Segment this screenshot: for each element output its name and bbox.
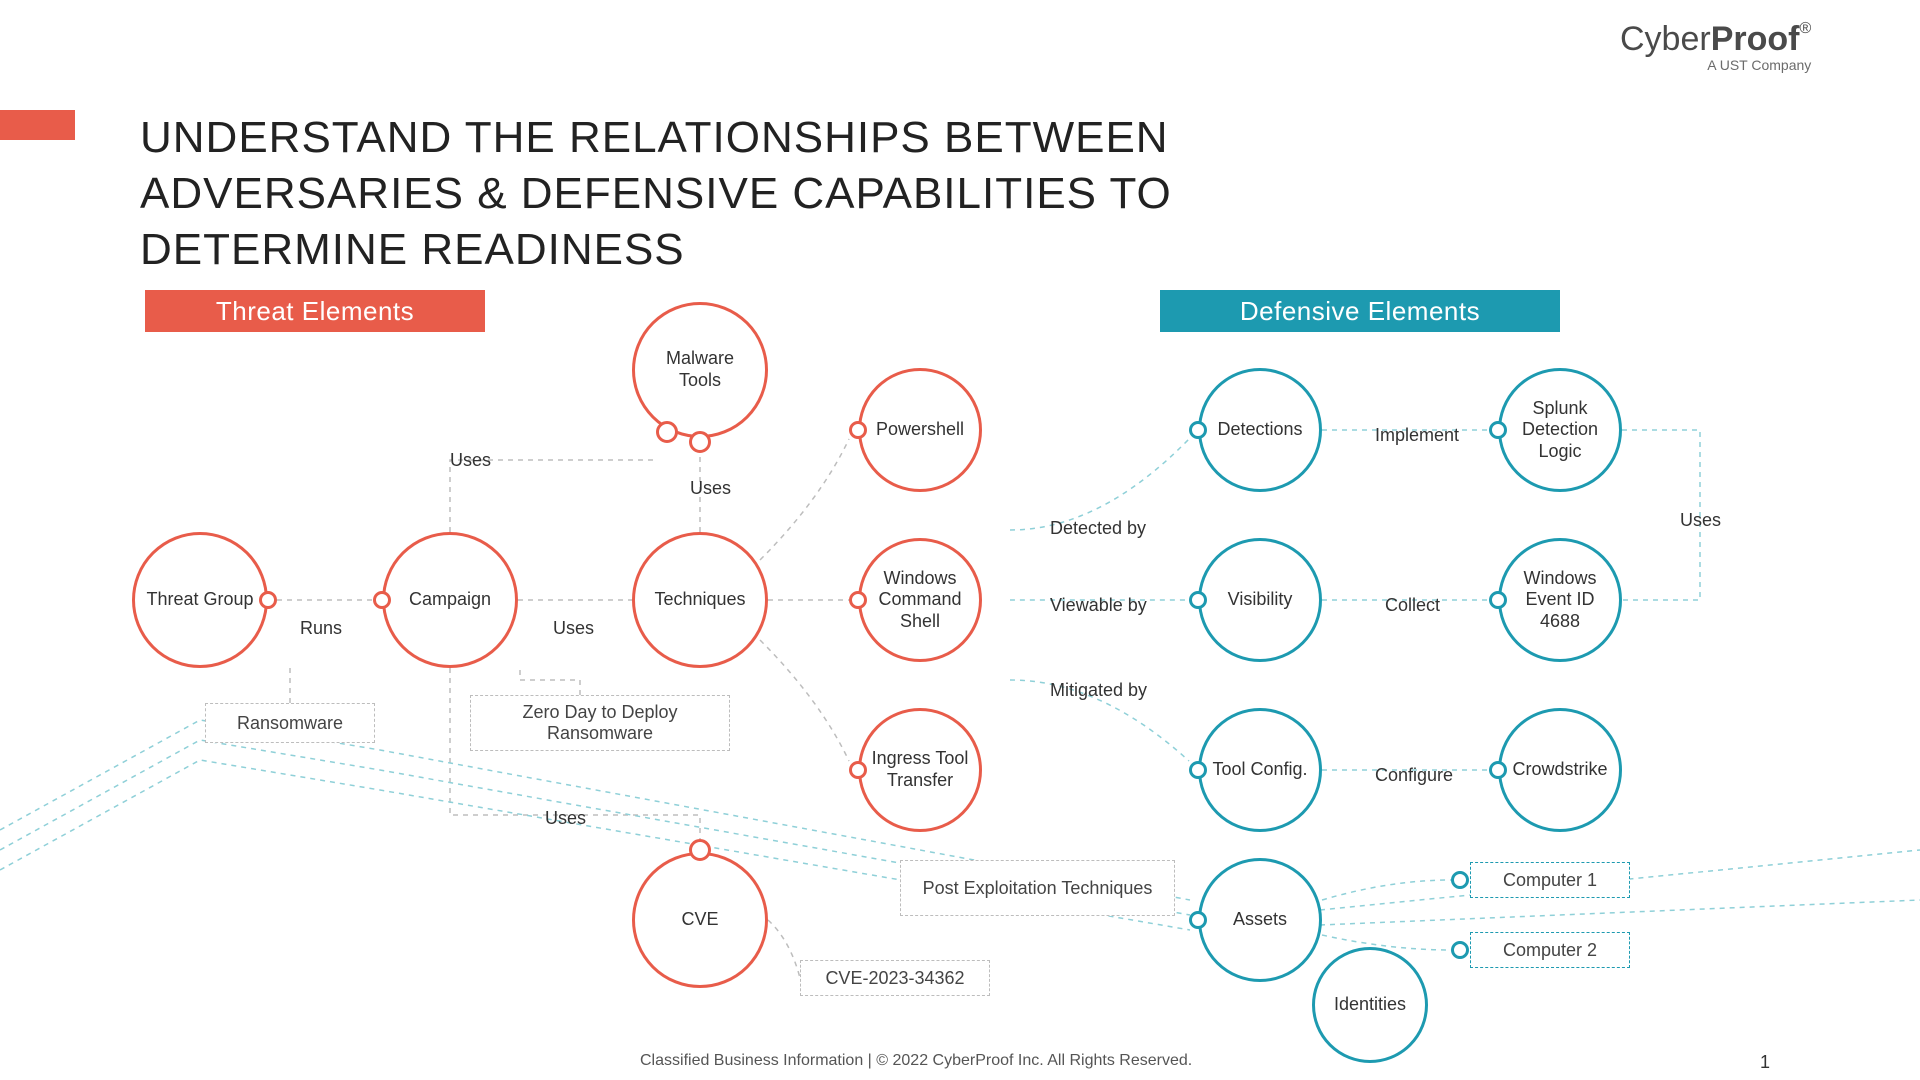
node-winevent: Windows Event ID 4688 — [1498, 538, 1622, 662]
logo-subtitle: A UST Company — [1620, 57, 1811, 73]
node-detections: Detections — [1198, 368, 1322, 492]
logo-reg: ® — [1799, 20, 1811, 37]
connector-dot — [1189, 591, 1207, 609]
node-visibility: Visibility — [1198, 538, 1322, 662]
node-powershell: Powershell — [858, 368, 982, 492]
node-campaign: Campaign — [382, 532, 518, 668]
connector-dot — [849, 421, 867, 439]
connector-dot — [849, 761, 867, 779]
edge-label: Runs — [300, 618, 342, 639]
page-number: 1 — [1760, 1052, 1770, 1073]
connector-dot — [1451, 941, 1469, 959]
connector-dot — [1189, 421, 1207, 439]
edge-label: Uses — [1680, 510, 1721, 531]
connector-dot — [689, 839, 711, 861]
edge-label: Uses — [545, 808, 586, 829]
ransomware-box: Ransomware — [205, 703, 375, 743]
node-crowdstrike: Crowdstrike — [1498, 708, 1622, 832]
cyberproof-logo: CyberProof® A UST Company — [1620, 20, 1811, 73]
node-label: Tool Config. — [1204, 759, 1315, 781]
edge-label: Uses — [450, 450, 491, 471]
logo-pre: Cyber — [1620, 20, 1711, 58]
node-label: Ingress Tool Transfer — [861, 748, 979, 791]
zeroday-box: Zero Day to Deploy Ransomware — [470, 695, 730, 751]
logo-bold: Proof — [1711, 20, 1800, 58]
accent-bar — [0, 110, 75, 140]
node-splunk: Splunk Detection Logic — [1498, 368, 1622, 492]
page-title: UNDERSTAND THE RELATIONSHIPS BETWEEN ADV… — [140, 110, 1440, 278]
node-label: Campaign — [401, 589, 499, 611]
edge-label: Uses — [553, 618, 594, 639]
node-label: Crowdstrike — [1504, 759, 1615, 781]
connector-dot — [689, 431, 711, 453]
connector-dot — [1489, 591, 1507, 609]
node-ingress: Ingress Tool Transfer — [858, 708, 982, 832]
node-label: Malware Tools — [635, 348, 765, 391]
edge-label: Uses — [690, 478, 731, 499]
node-label: Visibility — [1220, 589, 1301, 611]
threat-label: Threat Elements — [145, 290, 485, 332]
node-assets: Assets — [1198, 858, 1322, 982]
connector-dot — [1489, 761, 1507, 779]
cvebox: CVE-2023-34362 — [800, 960, 990, 996]
node-label: Powershell — [868, 419, 972, 441]
node-cve: CVE — [632, 852, 768, 988]
computer2: Computer 2 — [1470, 932, 1630, 968]
diagram-canvas: UNDERSTAND THE RELATIONSHIPS BETWEEN ADV… — [0, 0, 1920, 1080]
connector-dot — [259, 591, 277, 609]
edge-label: Detected by — [1050, 518, 1146, 539]
edge-label: Collect — [1385, 595, 1440, 616]
connector-dot — [849, 591, 867, 609]
connector-dot — [1189, 761, 1207, 779]
node-label: Splunk Detection Logic — [1501, 398, 1619, 463]
computer1: Computer 1 — [1470, 862, 1630, 898]
edge-label: Viewable by — [1050, 595, 1147, 616]
node-label: Assets — [1225, 909, 1295, 931]
edge-label: Mitigated by — [1050, 680, 1147, 701]
footer-text: Classified Business Information | © 2022… — [640, 1052, 1192, 1070]
defense-label: Defensive Elements — [1160, 290, 1560, 332]
node-label: Identities — [1326, 994, 1414, 1016]
connector-dot — [656, 421, 678, 443]
connector-dot — [1451, 871, 1469, 889]
node-label: CVE — [673, 909, 726, 931]
node-label: Windows Event ID 4688 — [1501, 568, 1619, 633]
edge-label: Implement — [1375, 425, 1459, 446]
node-malware-tools: Malware Tools — [632, 302, 768, 438]
node-toolconfig: Tool Config. — [1198, 708, 1322, 832]
node-identities: Identities — [1312, 947, 1428, 1063]
node-label: Windows Command Shell — [861, 568, 979, 633]
node-wincmd: Windows Command Shell — [858, 538, 982, 662]
postexp-box: Post Exploitation Techniques — [900, 860, 1175, 916]
connector-dot — [1489, 421, 1507, 439]
node-techniques: Techniques — [632, 532, 768, 668]
node-label: Techniques — [646, 589, 753, 611]
connector-dot — [1189, 911, 1207, 929]
node-label: Detections — [1209, 419, 1310, 441]
node-label: Threat Group — [138, 589, 261, 611]
connector-dot — [373, 591, 391, 609]
node-threat-group: Threat Group — [132, 532, 268, 668]
edge-label: Configure — [1375, 765, 1453, 786]
